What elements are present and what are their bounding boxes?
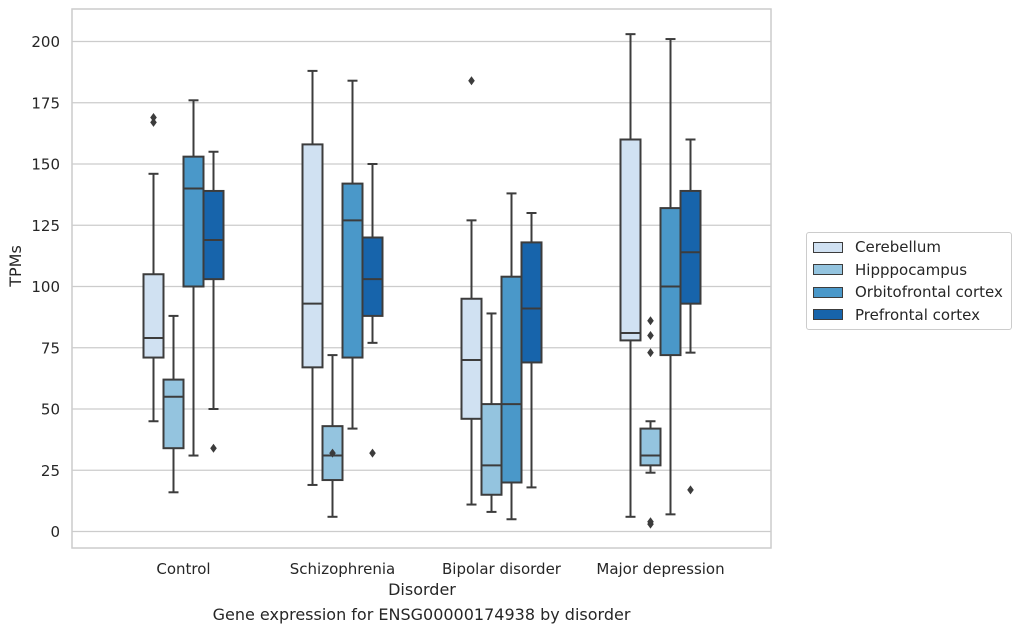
chart-caption: Gene expression for ENSG00000174938 by d… <box>212 605 631 624</box>
box-hipppocampus <box>162 314 185 494</box>
y-tick-label: 75 <box>41 339 60 357</box>
outlier-point <box>647 517 654 527</box>
box-iqr <box>639 427 662 467</box>
box-iqr <box>182 155 205 288</box>
y-tick-label: 175 <box>31 94 60 112</box>
box-iqr <box>480 403 503 496</box>
legend-item: Orbitofrontal cortex <box>813 281 1003 304</box>
box-iqr <box>162 378 185 450</box>
box-orbitofrontal-cortex <box>659 38 682 516</box>
box-prefrontal-cortex <box>520 212 543 489</box>
outlier-point <box>687 485 694 495</box>
y-tick-label: 100 <box>31 278 60 296</box>
legend-swatch <box>813 309 843 321</box>
box-cerebellum <box>301 69 324 486</box>
y-tick-labels: 0 25 50 75 100 125 150 175 200 <box>31 33 60 541</box>
outlier-point <box>150 112 157 122</box>
plot-area-frame <box>71 8 772 549</box>
y-tick-label: 25 <box>41 462 60 480</box>
box-iqr <box>500 275 523 484</box>
y-tick-label: 0 <box>50 523 60 541</box>
y-tick-label: 50 <box>41 401 60 419</box>
box-hipppocampus <box>321 354 344 518</box>
x-tick-label: Schizophrenia <box>290 560 395 578</box>
box-iqr <box>202 189 225 281</box>
x-tick-label: Bipolar disorder <box>442 560 562 578</box>
legend-item: Hipppocampus <box>813 259 1003 282</box>
x-tick-label: Control <box>156 560 210 578</box>
legend: Cerebellum Hipppocampus Orbitofrontal cort… <box>806 232 1012 330</box>
box-hipppocampus <box>639 316 662 529</box>
legend-item: Cerebellum <box>813 236 1003 259</box>
legend-label: Prefrontal cortex <box>855 305 980 324</box>
box-iqr <box>341 182 364 359</box>
x-tick-labels: Control Schizophrenia Bipolar disorder Majo… <box>156 560 724 578</box>
outlier-point <box>647 331 654 340</box>
box-iqr <box>142 273 165 359</box>
boxes <box>142 33 702 529</box>
legend-label: Cerebellum <box>855 238 941 257</box>
outlier-point <box>329 448 336 458</box>
y-tick-label: 125 <box>31 217 60 235</box>
box-iqr <box>460 297 483 420</box>
box-cerebellum <box>142 112 165 423</box>
legend-item: Prefrontal cortex <box>813 304 1003 327</box>
box-orbitofrontal-cortex <box>341 79 364 430</box>
y-tick-label: 150 <box>31 156 60 174</box>
legend-label: Hipppocampus <box>855 260 968 279</box>
box-prefrontal-cortex <box>679 138 702 495</box>
legend-swatch <box>813 241 843 253</box>
box-cerebellum <box>460 76 483 506</box>
box-hipppocampus <box>480 312 503 513</box>
box-prefrontal-cortex <box>361 163 384 458</box>
box-iqr <box>301 143 324 369</box>
legend-label: Orbitofrontal cortex <box>855 283 1003 302</box>
y-axis-label: TPMs <box>6 245 25 288</box>
y-tick-label: 200 <box>31 33 60 51</box>
box-cerebellum <box>619 33 642 518</box>
box-iqr <box>659 207 682 357</box>
box-iqr <box>520 241 543 364</box>
legend-swatch <box>813 264 843 276</box>
outlier-point <box>647 316 654 326</box>
box-iqr <box>619 138 642 342</box>
outlier-point <box>468 76 475 86</box>
outlier-point <box>210 443 217 453</box>
outlier-point <box>369 448 376 458</box>
box-iqr <box>679 189 702 305</box>
outlier-point <box>647 348 654 358</box>
box-iqr <box>361 236 384 317</box>
box-prefrontal-cortex <box>202 150 225 453</box>
x-tick-label: Major depression <box>596 560 724 578</box>
box-orbitofrontal-cortex <box>500 192 523 521</box>
outlier-point <box>150 117 157 127</box>
x-axis-label: Disorder <box>388 580 456 599</box>
legend-swatch <box>813 286 843 298</box>
box-orbitofrontal-cortex <box>182 99 205 457</box>
